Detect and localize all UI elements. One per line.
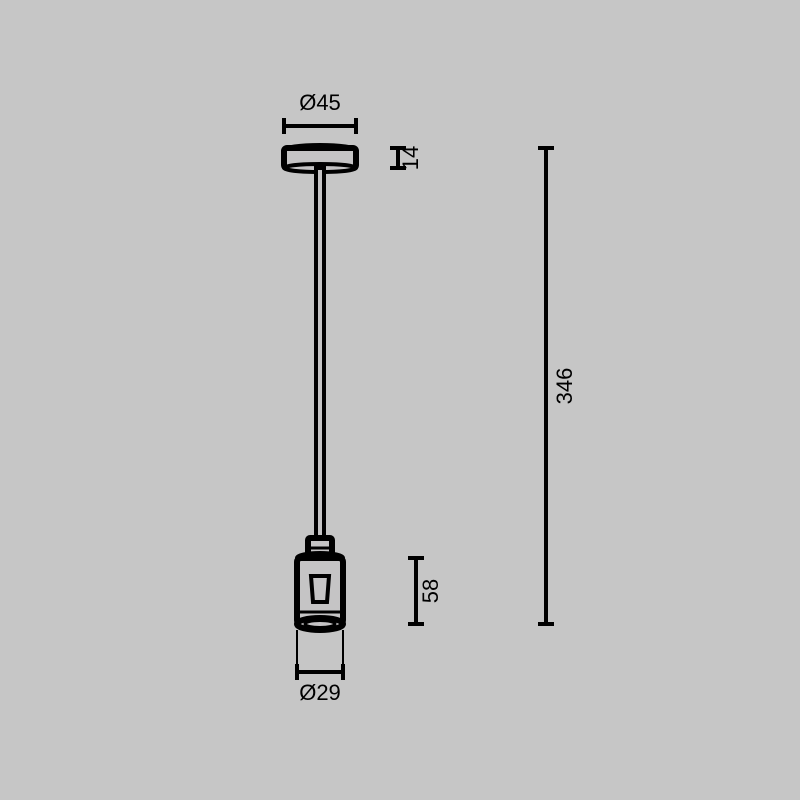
dim-top-diameter-label: Ø45 <box>299 90 341 115</box>
dim-overall-height-label: 346 <box>552 368 577 405</box>
dim-bottom-diameter-label: Ø29 <box>299 680 341 705</box>
dim-body-height-label: 58 <box>418 579 443 603</box>
dim-cap-height-label: 14 <box>398 146 423 170</box>
